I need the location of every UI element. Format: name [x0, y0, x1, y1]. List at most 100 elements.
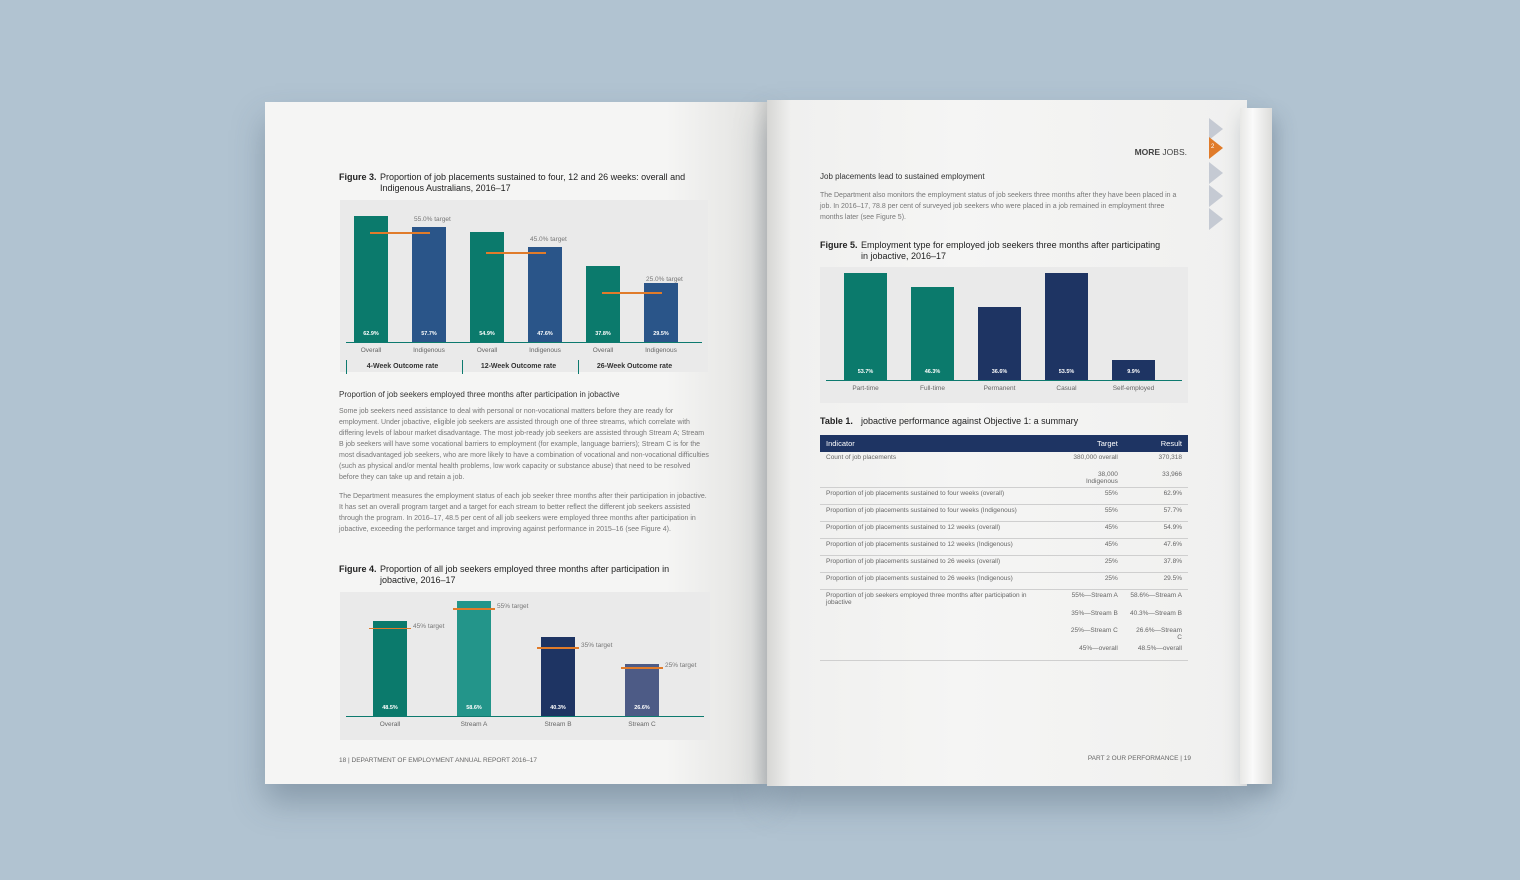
category-label: Indigenous [529, 347, 561, 354]
category-label: Full-time [920, 385, 945, 392]
bar-value-label: 54.9% [479, 330, 495, 337]
summary-table: Indicator Target Result Count of job pla… [820, 435, 1188, 661]
bar: 53.7% [844, 272, 887, 380]
table-cell [820, 643, 1059, 660]
target-label: 55.0% target [414, 216, 451, 223]
group-label: 26-Week Outcome rate [578, 360, 690, 374]
category-label: Self-employed [1112, 385, 1155, 392]
figure-label: Figure 3. [339, 172, 377, 182]
paragraph: The Department measures the employment s… [339, 493, 707, 533]
bar: 26.6% [625, 663, 659, 716]
figure-label: Figure 5. [820, 240, 858, 250]
table-cell: Proportion of job placements sustained t… [820, 504, 1059, 522]
bar-value-label: 62.9% [363, 330, 379, 337]
category-label: Overall [476, 347, 498, 354]
right-page: MORE JOBS. Job placements lead to sustai… [767, 100, 1247, 786]
table-cell: Proportion of job seekers employed three… [820, 589, 1059, 608]
figure-3-chart: 62.9% Overall 57.7% Indigenous 54.9% Overall 4… [340, 200, 708, 374]
bar-value-label: 40.3% [550, 704, 566, 711]
category-label: Overall [592, 347, 614, 354]
figure-4-caption: Figure 4. Proportion of all job seekers e… [339, 564, 680, 586]
bar: 47.6% [528, 246, 562, 342]
table-cell: 62.9% [1123, 487, 1188, 505]
table-label: Table 1. [820, 416, 853, 426]
running-head: MORE JOBS. [1135, 147, 1187, 157]
table-cell: Proportion of job placements sustained t… [820, 555, 1059, 573]
category-label: Stream B [544, 721, 572, 728]
bar-value-label: 36.6% [991, 368, 1008, 375]
bar: 40.3% [541, 637, 575, 716]
table-row: Proportion of job placements sustained t… [820, 572, 1188, 590]
bar: 58.6% [457, 601, 491, 716]
table-cell: Proportion of job placements sustained t… [820, 487, 1059, 505]
category-label: Part-time [852, 385, 879, 392]
target-label: 45% target [413, 622, 445, 630]
table-cell: 37.8% [1123, 555, 1188, 573]
table-cell: 35%—Stream B [1071, 610, 1118, 617]
bar: 57.7% [412, 226, 446, 342]
x-axis [826, 380, 1182, 381]
target-label: 25% target [665, 662, 697, 669]
section-heading: Job placements lead to sustained employm… [820, 172, 985, 181]
group-label: 4-Week Outcome rate [346, 360, 458, 374]
table-cell: 40.3%—Stream B [1129, 610, 1182, 617]
table-row: Proportion of job placements sustained t… [820, 487, 1188, 505]
table-cell: 48.5%—overall [1137, 645, 1182, 652]
table-cell: 26.6%—Stream C [1136, 627, 1182, 641]
x-axis [346, 716, 704, 717]
table-cell [820, 469, 1059, 488]
target-label: 25.0% target [646, 276, 683, 283]
target-line [369, 627, 411, 630]
bar-value-label: 37.8% [595, 330, 611, 337]
bar-value-label: 26.6% [634, 704, 650, 711]
category-label: Stream C [628, 721, 656, 728]
category-label: Casual [1056, 385, 1077, 392]
table-cell: 33,966 [1162, 471, 1182, 478]
table-cell: 38,000 Indigenous [1086, 471, 1118, 485]
figure-title: Employment type for employed job seekers… [861, 240, 1161, 261]
table-row: Proportion of job placements sustained t… [820, 555, 1188, 573]
table-cell: Proportion of job placements sustained t… [820, 538, 1059, 556]
left-page: Figure 3. Proportion of job placements su… [265, 102, 767, 784]
category-label: Stream A [460, 721, 488, 728]
page-edges [1240, 108, 1272, 784]
category-label: Indigenous [413, 347, 445, 354]
bar-value-label: 57.7% [421, 330, 437, 337]
bar: 48.5% [373, 620, 407, 716]
table-cell: 47.6% [1123, 538, 1188, 556]
category-label: Overall [379, 721, 401, 728]
table-row: 45%—overall 48.5%—overall [820, 643, 1188, 660]
target-line [370, 232, 430, 234]
table-title: jobactive performance against Objective … [861, 416, 1079, 426]
table-row: Count of job placements 380,000 overall 37… [820, 452, 1188, 469]
table-cell: 25%—Stream C [1070, 627, 1118, 634]
running-head-bold: MORE [1134, 147, 1161, 157]
category-label: Permanent [983, 385, 1016, 392]
table-cell: 25% [1058, 572, 1124, 590]
bar: 37.8% [586, 266, 620, 342]
bar-value-label: 46.3% [924, 368, 941, 375]
table-1-caption: Table 1. jobactive performance against Ob… [820, 416, 1181, 427]
target-label: 45.0% target [530, 236, 567, 243]
table-row: Proportion of job seekers employed three… [820, 589, 1188, 608]
table-cell [820, 608, 1059, 625]
x-axis [346, 342, 702, 343]
figure-5-chart: 53.7% Part-time 46.3% Full-time 36.6% Permane… [820, 267, 1188, 403]
bar: 9.9% [1112, 360, 1155, 380]
bar: 62.9% [354, 216, 388, 342]
table-cell: 54.9% [1123, 521, 1188, 539]
column-header: Indicator [820, 435, 1059, 452]
table-cell: 29.5% [1123, 572, 1188, 590]
table-cell: Proportion of job placements sustained t… [820, 572, 1059, 590]
bar-value-label: 9.9% [1127, 368, 1140, 375]
table-cell: 45% [1058, 521, 1124, 539]
table-cell [820, 625, 1059, 643]
figure-4-chart: 48.5% Overall 45% target 58.6% Stream A 55% t… [340, 592, 710, 740]
figure-5-caption: Figure 5. Employment type for employed jo… [820, 240, 1161, 262]
table-cell: 55% [1058, 504, 1124, 522]
figure-label: Figure 4. [339, 564, 377, 574]
table-row: Proportion of job placements sustained t… [820, 521, 1188, 539]
table-cell: 58.6%—Stream A [1123, 589, 1188, 608]
target-line [621, 667, 663, 669]
running-head-text: JOBS. [1160, 147, 1187, 157]
